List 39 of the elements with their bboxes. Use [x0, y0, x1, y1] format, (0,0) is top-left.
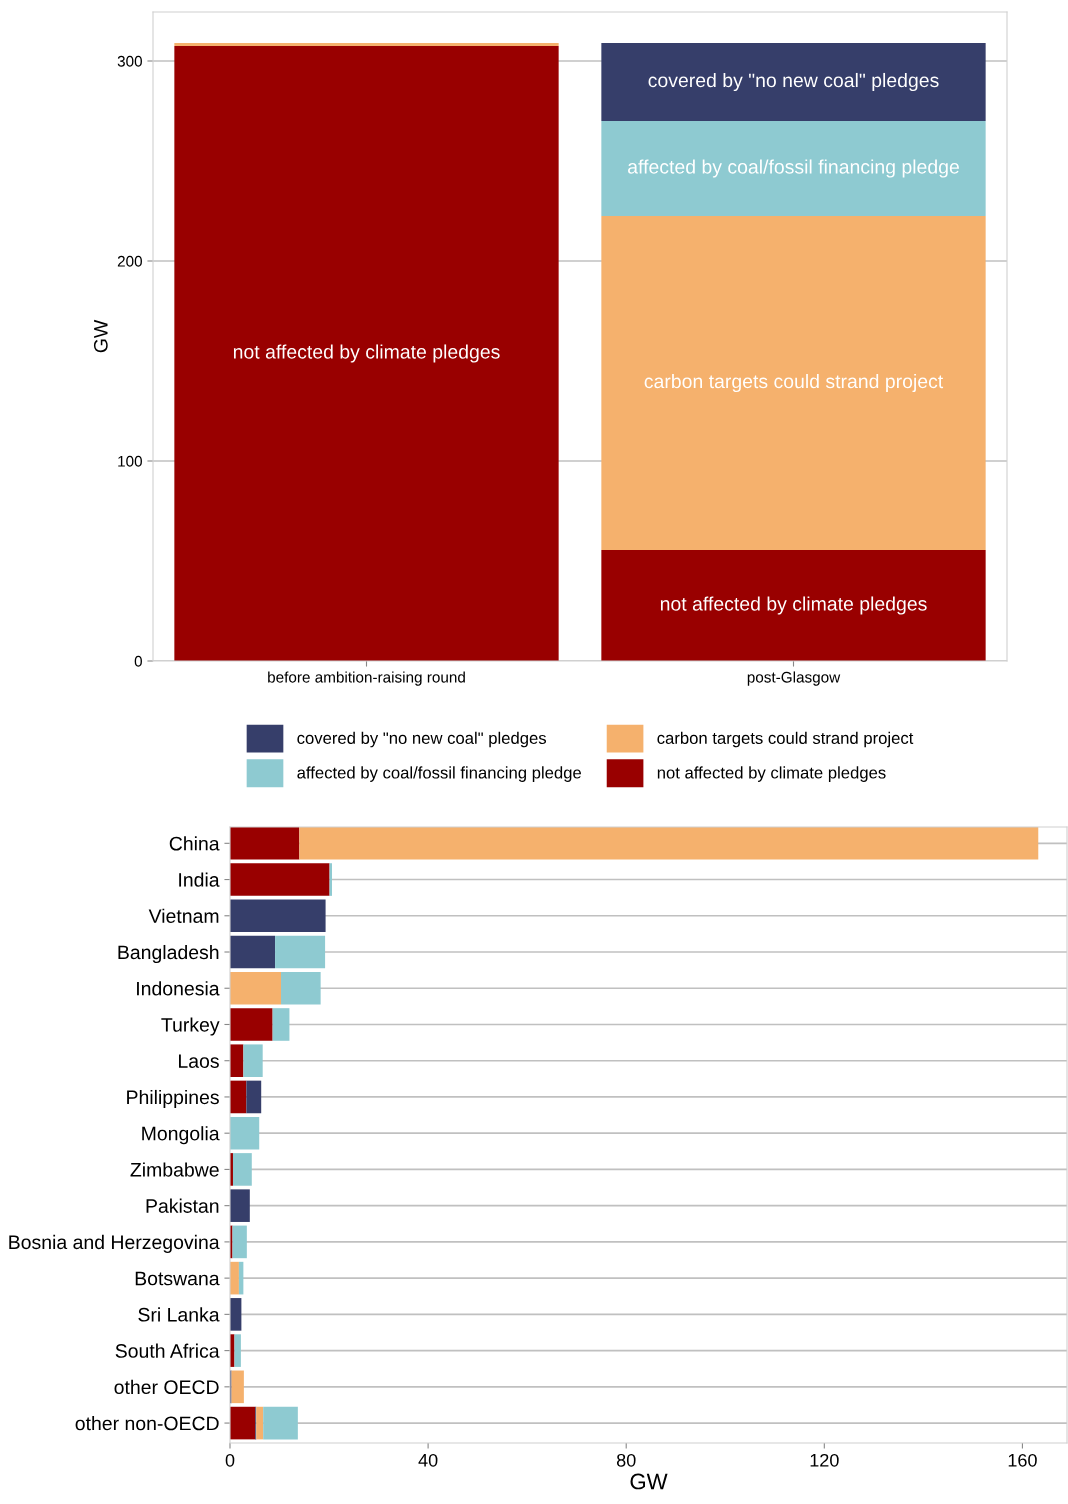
x-tick-label: before ambition-raising round [268, 671, 465, 686]
data-label: carbon targets could strand project [644, 373, 944, 393]
y-tick-label: Sri Lanka [138, 1307, 220, 1322]
data-label: not affected by climate pledges [660, 596, 927, 615]
y-tick-label: Bangladesh [118, 944, 219, 964]
y-axis-title: GW [93, 319, 108, 353]
y-tick-label: Laos [179, 1054, 219, 1068]
legend-label: carbon targets could strand project [657, 731, 914, 748]
y-tick-label: Pakistan [146, 1198, 219, 1213]
y-tick-label: Indonesia [137, 981, 220, 996]
y-tick-label: Philippines [127, 1089, 219, 1109]
y-tick-label: 300 [117, 55, 142, 67]
y-tick-label: 100 [118, 455, 142, 467]
y-tick-label: South Africa [115, 1343, 220, 1358]
legend-label: not affected by climate pledges [657, 766, 886, 782]
y-tick-label: India [179, 872, 220, 887]
y-tick-label: Botswana [135, 1271, 220, 1286]
data-label: covered by "no new coal" pledges [648, 72, 939, 92]
legend-label: covered by "no new coal" pledges [297, 731, 547, 748]
y-tick-label: Zimbabwe [130, 1162, 219, 1177]
data-label: affected by coal/fossil financing pledge [628, 159, 959, 178]
y-tick-label: 200 [117, 255, 142, 267]
y-tick-label: other non-OECD [75, 1416, 219, 1431]
y-tick-label: Mongolia [142, 1126, 220, 1145]
y-tick-label: 0 [134, 655, 142, 667]
y-tick-label: Turkey [161, 1017, 220, 1036]
x-tick-label: post-Glasgow [747, 671, 841, 686]
x-tick-label: 40 [418, 1453, 438, 1467]
data-label: not affected by climate pledges [233, 344, 500, 363]
x-axis-title: GW [630, 1473, 668, 1490]
y-tick-label: Bosnia and Herzegovina [9, 1234, 220, 1253]
x-tick-label: 80 [616, 1453, 636, 1467]
x-tick-label: 120 [810, 1453, 839, 1467]
y-tick-label: other OECD [114, 1379, 219, 1395]
x-tick-label: 0 [225, 1453, 235, 1467]
x-tick-label: 160 [1008, 1453, 1037, 1467]
y-tick-label: China [169, 836, 220, 851]
legend-label: affected by coal/fossil financing pledge [297, 766, 581, 782]
y-tick-label: Vietnam [148, 908, 219, 924]
